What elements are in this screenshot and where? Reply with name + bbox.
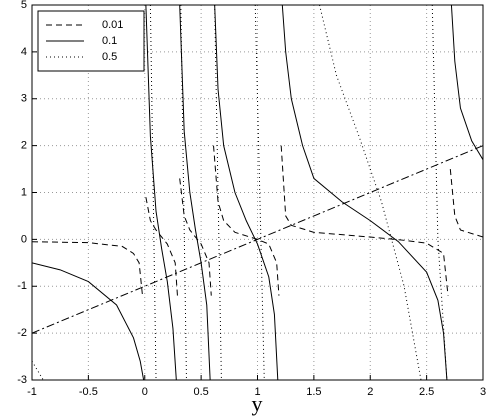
y-tick-label: 0 bbox=[21, 233, 27, 245]
y-tick-label: 3 bbox=[21, 93, 27, 105]
y-tick-label: -3 bbox=[17, 374, 27, 386]
legend-box bbox=[37, 10, 145, 72]
plot-lines bbox=[32, 5, 483, 380]
y-tick-label: -2 bbox=[17, 327, 27, 339]
series-line bbox=[32, 145, 483, 334]
x-tick-label: 0.5 bbox=[193, 386, 208, 398]
series-line bbox=[32, 5, 483, 380]
x-tick-label: -1 bbox=[27, 386, 37, 398]
y-tick-label: 2 bbox=[21, 140, 27, 152]
x-tick-label: 2 bbox=[367, 386, 373, 398]
x-tick-label: 0 bbox=[142, 386, 148, 398]
x-tick-label: -0.5 bbox=[79, 386, 98, 398]
y-tick-label: 4 bbox=[21, 46, 27, 58]
x-tick-label: 1.5 bbox=[306, 386, 321, 398]
y-tick-label: -1 bbox=[17, 280, 27, 292]
x-tick-label: 1 bbox=[254, 386, 260, 398]
x-tick-label: 2.5 bbox=[419, 386, 434, 398]
y-tick-label: 5 bbox=[21, 0, 27, 11]
y-tick-label: 1 bbox=[21, 186, 27, 198]
series-line bbox=[32, 145, 483, 296]
legend-label: 0.1 bbox=[102, 35, 117, 47]
legend: 0.01 0.1 0.5 bbox=[37, 10, 145, 72]
x-axis-label: y bbox=[252, 391, 263, 416]
legend-label: 0.5 bbox=[102, 51, 117, 63]
legend-label: 0.01 bbox=[102, 19, 123, 31]
ticks: -3 -2 -1 0 1 2 3 4 5 -1 -0.5 0 0.5 1 1.5 2 2.5 3 bbox=[17, 0, 486, 398]
x-tick-label: 3 bbox=[480, 386, 486, 398]
